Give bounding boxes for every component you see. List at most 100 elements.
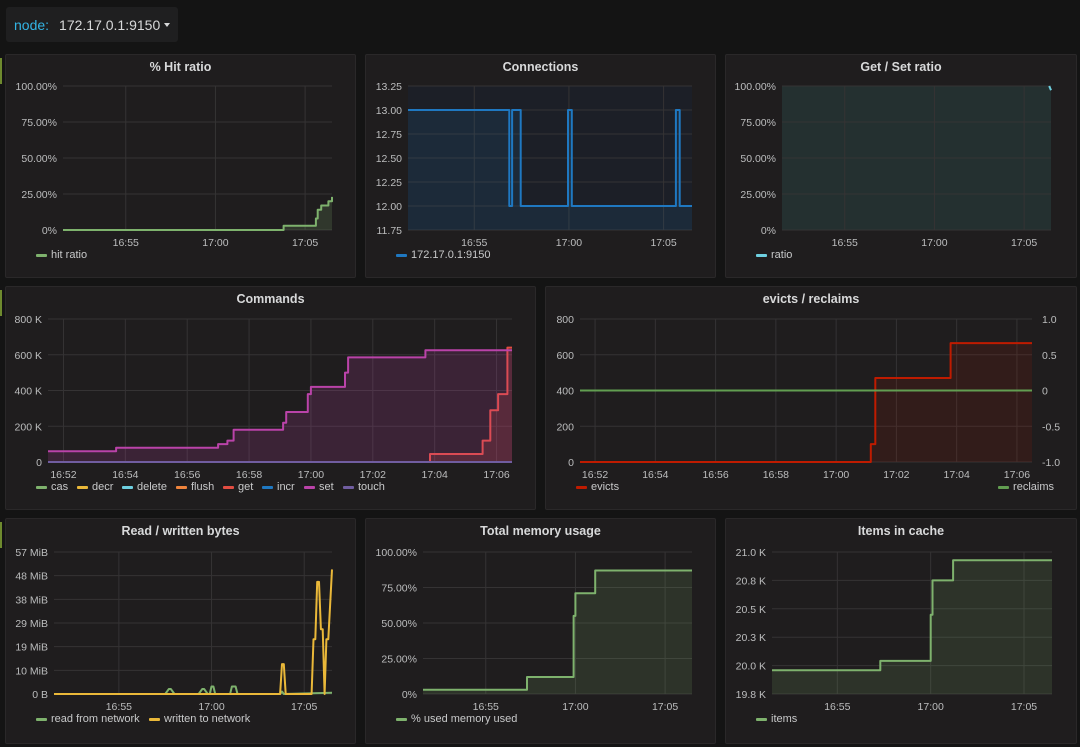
panel-title[interactable]: Read / written bytes bbox=[121, 524, 240, 538]
panel-evicts-reclaims[interactable]: evicts / reclaims 0 200 400 600 800 -1.0 -0.5 0 0… bbox=[545, 286, 1077, 510]
panel-title[interactable]: Items in cache bbox=[857, 524, 945, 538]
x-tick-label: 16:52 bbox=[50, 469, 76, 481]
y-tick-label: 11.75 bbox=[377, 225, 403, 237]
series-line-get[interactable] bbox=[48, 346, 512, 463]
legend-item-cas[interactable]: cas bbox=[36, 481, 68, 493]
y-tick-label: 100.00% bbox=[735, 81, 776, 93]
y2-tick-label: 0 bbox=[1042, 386, 1048, 398]
legend-label: reclaims bbox=[1013, 481, 1054, 493]
panel-read-written-bytes[interactable]: Read / written bytes 0 B 10 MiB 19 MiB 29 Mi… bbox=[5, 518, 356, 744]
x-tick-label: 16:56 bbox=[702, 469, 728, 481]
series-line-ratio[interactable] bbox=[1048, 85, 1052, 91]
legend-swatch-icon bbox=[77, 485, 88, 489]
series-line-set[interactable] bbox=[48, 349, 512, 453]
y-tick-label: 75.00% bbox=[740, 117, 776, 129]
panel-title[interactable]: evicts / reclaims bbox=[762, 292, 860, 306]
legend-item-delete[interactable]: delete bbox=[122, 481, 167, 493]
y-tick-label: 12.00 bbox=[376, 201, 402, 213]
legend-swatch-icon bbox=[343, 485, 354, 489]
row-collapse-handle[interactable] bbox=[0, 58, 2, 84]
chart-cmd[interactable]: 0 200 K 400 K 600 K 800 K 16:52 16:54 16:56 16:5… bbox=[6, 287, 535, 509]
y-tick-label: 200 bbox=[556, 421, 574, 433]
panel-total-memory-usage[interactable]: Total memory usage 0% 25.00% 50.00% 75.00% 10… bbox=[365, 518, 716, 744]
row-collapse-handle[interactable] bbox=[0, 290, 2, 316]
legend-label: incr bbox=[277, 481, 295, 493]
legend-item-172-17-0-1-9150[interactable]: 172.17.0.1:9150 bbox=[396, 249, 491, 261]
legend-label: get bbox=[238, 481, 254, 493]
legend-label: hit ratio bbox=[51, 249, 88, 261]
y2-tick-label: 0.5 bbox=[1042, 350, 1057, 362]
legend-item-written-to-network[interactable]: written to network bbox=[149, 713, 250, 725]
panel-title[interactable]: Commands bbox=[236, 292, 305, 306]
legend-item-touch[interactable]: touch bbox=[343, 481, 385, 493]
legend-label: delete bbox=[137, 481, 167, 493]
legend-label: % used memory used bbox=[411, 713, 518, 725]
panel-connections[interactable]: Connections 11.75 12.00 12.25 12.50 12.75 13.0… bbox=[365, 54, 716, 278]
panel-title[interactable]: Connections bbox=[502, 60, 579, 74]
chart-evict[interactable]: 0 200 400 600 800 -1.0 -0.5 0 0.5 1.0 16:52 16:54 16… bbox=[546, 287, 1076, 509]
y-tick-label: 13.25 bbox=[376, 81, 402, 93]
panel-title[interactable]: Total memory usage bbox=[480, 524, 601, 538]
legend-item--used-memory-used[interactable]: % used memory used bbox=[396, 713, 517, 725]
x-tick-label: 17:05 bbox=[650, 237, 676, 249]
chart-getset[interactable]: 0% 25.00% 50.00% 75.00% 100.00% 16:55 17:00 17:… bbox=[726, 55, 1076, 277]
y-tick-label: 100.00% bbox=[16, 81, 57, 93]
x-tick-label: 17:05 bbox=[1011, 237, 1037, 249]
legend-item-incr[interactable]: incr bbox=[262, 481, 295, 493]
x-tick-label: 17:00 bbox=[202, 237, 228, 249]
y-tick-label: 21.0 K bbox=[736, 547, 766, 559]
series-line-evicts[interactable] bbox=[580, 342, 1032, 463]
chevron-down-icon[interactable] bbox=[164, 22, 171, 27]
chart-hit[interactable]: 0% 25.00% 50.00% 75.00% 100.00% 16:55 17:00 17:… bbox=[6, 55, 355, 277]
y-tick-label: 12.50 bbox=[376, 153, 402, 165]
y-tick-label: 75.00% bbox=[381, 583, 417, 595]
legend-item-set[interactable]: set bbox=[304, 481, 334, 493]
legend-item-flush[interactable]: flush bbox=[176, 481, 214, 493]
series-area--used-memory-used bbox=[423, 570, 692, 694]
series-line-items[interactable] bbox=[772, 559, 1052, 672]
panel-commands[interactable]: Commands 0 200 K 400 K 600 K 800 K 16:52 16:54 1… bbox=[5, 286, 536, 510]
chart-conn[interactable]: 11.75 12.00 12.25 12.50 12.75 13.00 13.25 16:55… bbox=[366, 55, 715, 277]
legend-item-hit-ratio[interactable]: hit ratio bbox=[36, 249, 87, 261]
y-tick-label: 20.5 K bbox=[736, 604, 766, 616]
chart-mem[interactable]: 0% 25.00% 50.00% 75.00% 100.00% 16:55 17:00 17:… bbox=[366, 519, 715, 743]
legend-label: flush bbox=[191, 481, 215, 493]
legend-swatch-icon bbox=[262, 485, 273, 489]
legend-item-get[interactable]: get bbox=[223, 481, 253, 493]
y-tick-label: 20.8 K bbox=[736, 575, 766, 587]
x-tick-label: 17:06 bbox=[1004, 469, 1030, 481]
legend-item-evicts[interactable]: evicts bbox=[576, 481, 619, 493]
series-line-read-from-network[interactable] bbox=[54, 685, 333, 695]
panel-items-in-cache[interactable]: Items in cache 19.8 K 20.0 K 20.3 K 20.5 K 20… bbox=[725, 518, 1077, 744]
legend-swatch-icon bbox=[149, 717, 160, 721]
chart-items[interactable]: 19.8 K 20.0 K 20.3 K 20.5 K 20.8 K 21.0 K 16:5… bbox=[726, 519, 1076, 743]
node-variable-selector[interactable]: node: 172.17.0.1:9150 bbox=[6, 7, 178, 42]
x-tick-label: 17:04 bbox=[944, 469, 970, 481]
y-tick-label: 600 K bbox=[15, 350, 42, 362]
legend-item-reclaims[interactable]: reclaims bbox=[998, 481, 1054, 493]
panel-hit-ratio[interactable]: % Hit ratio 0% 25.00% 50.00% 75.00% 100.00% 16… bbox=[5, 54, 356, 278]
legend-swatch-icon bbox=[36, 717, 47, 721]
legend-swatch-icon bbox=[223, 485, 234, 489]
legend-item-ratio[interactable]: ratio bbox=[756, 249, 792, 261]
x-tick-label: 17:00 bbox=[921, 237, 947, 249]
y-tick-label: 400 K bbox=[15, 386, 42, 398]
y-tick-label: 0 bbox=[36, 457, 42, 469]
row-collapse-handle[interactable] bbox=[0, 522, 2, 548]
series-line-written-to-network[interactable] bbox=[54, 569, 333, 695]
legend-item-decr[interactable]: decr bbox=[77, 481, 113, 493]
legend-item-read-from-network[interactable]: read from network bbox=[36, 713, 140, 725]
chart-bytes[interactable]: 0 B 10 MiB 19 MiB 29 MiB 38 MiB 48 MiB 57 MiB 1… bbox=[6, 519, 355, 743]
series-line-172-17-0-1-9150[interactable] bbox=[408, 109, 692, 207]
y-tick-label: 38 MiB bbox=[15, 594, 48, 606]
y-tick-label: 19.8 K bbox=[736, 689, 766, 701]
node-variable-value[interactable]: 172.17.0.1:9150 bbox=[59, 16, 161, 33]
x-tick-label: 16:55 bbox=[113, 237, 139, 249]
panel-title[interactable]: Get / Set ratio bbox=[860, 60, 942, 74]
series-line--used-memory-used[interactable] bbox=[423, 569, 692, 691]
panel-get-set-ratio[interactable]: Get / Set ratio 0% 25.00% 50.00% 75.00% 100.0… bbox=[725, 54, 1077, 278]
panel-title[interactable]: % Hit ratio bbox=[149, 60, 212, 74]
series-line-hit-ratio[interactable] bbox=[63, 196, 333, 231]
legend-item-items[interactable]: items bbox=[756, 713, 797, 725]
x-tick-label: 16:58 bbox=[236, 469, 262, 481]
